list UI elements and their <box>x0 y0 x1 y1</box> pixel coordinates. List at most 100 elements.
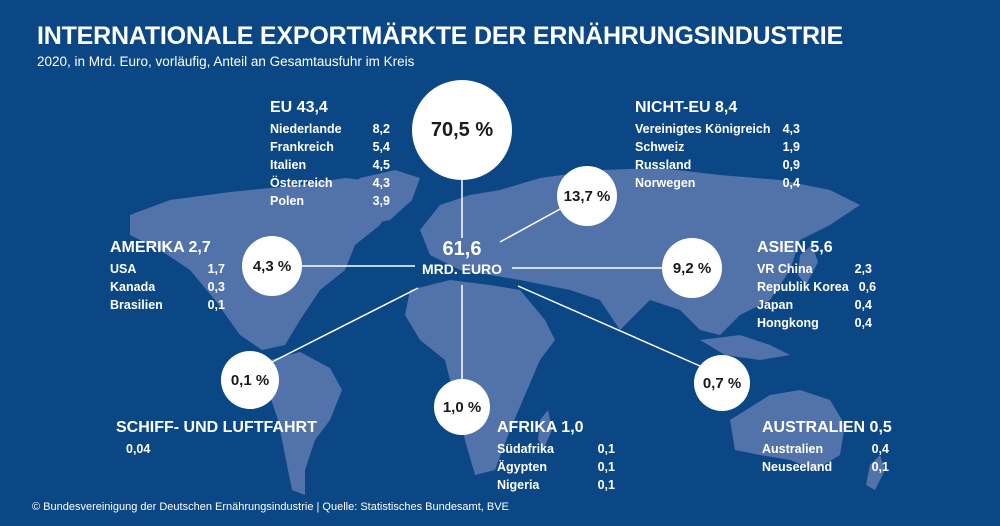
country-value: 8,2 <box>372 122 390 136</box>
list-item: Russland 0,9 <box>635 156 800 174</box>
new-zealand <box>866 455 885 490</box>
page-title: INTERNATIONALE EXPORTMÄRKTE DER ERNÄHRUN… <box>37 22 844 50</box>
block-header: SCHIFF- UND LUFTFAHRT <box>116 419 317 436</box>
list-item: Norwegen 0,4 <box>635 174 800 192</box>
list-item: Niederlande 8,2 <box>270 120 390 138</box>
list-item: Frankreich 5,4 <box>270 138 390 156</box>
list-item: Polen 3,9 <box>270 192 390 210</box>
page-subtitle: 2020, in Mrd. Euro, vorläufig, Anteil an… <box>37 54 415 69</box>
total-value: 61,6 <box>442 238 482 260</box>
block-asien: ASIEN 5,6 VR China 2,3 Republik Korea 0,6 … <box>757 239 876 332</box>
country-name: Republik Korea <box>757 280 849 294</box>
country-value: 0,9 <box>782 158 800 172</box>
block-eu: EU 43,4 Niederlande 8,2 Frankreich 5,4 Ita… <box>270 99 390 210</box>
country-name: Österreich <box>270 176 333 190</box>
country-name: Russland <box>635 158 692 172</box>
footer-source: © Bundesvereinigung der Deutschen Ernähr… <box>32 501 509 513</box>
country-name: VR China <box>757 262 813 276</box>
country-name: Nigeria <box>497 478 540 492</box>
share-circle-eu: 70,5 % <box>412 80 512 180</box>
country-value: 1,9 <box>782 140 800 154</box>
block-header: ASIEN 5,6 <box>757 239 833 256</box>
country-value: 0,3 <box>207 280 225 294</box>
block-australien: AUSTRALIEN 0,5 Australien 0,4 Neuseeland 0… <box>762 419 892 476</box>
madagascar <box>538 410 552 448</box>
southeast-asia <box>700 335 790 360</box>
list-item: Südafrika 0,1 <box>497 440 615 458</box>
list-item: Hongkong 0,4 <box>757 314 872 332</box>
region-value: 0,04 <box>126 442 151 456</box>
japan <box>798 245 818 285</box>
list-item: 0,04 <box>116 440 317 458</box>
connector-schiff <box>271 287 419 363</box>
country-value: 0,4 <box>871 442 889 456</box>
country-name: Südafrika <box>497 442 554 456</box>
block-header: AUSTRALIEN 0,5 <box>762 419 892 436</box>
total-unit: MRD. EURO <box>421 261 503 277</box>
country-name: Japan <box>757 298 794 312</box>
country-name: Brasilien <box>110 298 163 312</box>
list-item: Schweiz 1,9 <box>635 138 800 156</box>
list-item: VR China 2,3 <box>757 260 872 278</box>
greenland <box>340 170 420 225</box>
share-circle-afrika: 1,0 % <box>434 379 490 435</box>
block-amerika: AMERIKA 2,7 USA 1,7 Kanada 0,3 Brasilien 0,… <box>110 239 225 314</box>
eurasia <box>420 168 860 335</box>
country-name: Ägypten <box>497 460 547 474</box>
country-value: 0,1 <box>871 460 889 474</box>
total-center: 61,6 MRD. EURO <box>402 238 522 277</box>
country-value: 4,5 <box>372 158 390 172</box>
south-america <box>268 352 342 495</box>
block-header: EU 43,4 <box>270 99 328 116</box>
country-value: 1,7 <box>207 262 225 276</box>
country-name: Schweiz <box>635 140 685 154</box>
share-circle-schiff: 0,1 % <box>221 351 279 409</box>
country-name: Polen <box>270 194 305 208</box>
block-nicht-eu: NICHT-EU 8,4 Vereinigtes Königreich 4,3 S… <box>635 99 800 192</box>
country-name: Norwegen <box>635 176 696 190</box>
country-value: 0,1 <box>597 460 615 474</box>
country-value: 0,6 <box>858 280 877 294</box>
connector-australien <box>517 285 701 367</box>
block-header: AFRIKA 1,0 <box>497 419 584 436</box>
list-item: USA 1,7 <box>110 260 225 278</box>
country-value: 4,3 <box>782 122 800 136</box>
list-item: Japan 0,4 <box>757 296 872 314</box>
block-schiff: SCHIFF- UND LUFTFAHRT 0,04 <box>116 419 317 458</box>
block-afrika: AFRIKA 1,0 Südafrika 0,1 Ägypten 0,1 Niger… <box>497 419 615 494</box>
share-circle-asien: 9,2 % <box>662 238 722 298</box>
list-item: Kanada 0,3 <box>110 278 225 296</box>
connector-nicht-eu <box>499 207 563 243</box>
country-name: Hongkong <box>757 316 819 330</box>
country-value: 0,1 <box>207 298 225 312</box>
share-circle-australien: 0,7 % <box>694 355 750 411</box>
country-name: Australien <box>762 442 824 456</box>
share-circle-nicht-eu: 13,7 % <box>557 166 617 226</box>
country-value: 5,4 <box>372 140 390 154</box>
block-header: AMERIKA 2,7 <box>110 239 211 256</box>
country-name: Neuseeland <box>762 460 833 474</box>
block-header: NICHT-EU 8,4 <box>635 99 738 116</box>
list-item: Republik Korea 0,6 <box>757 278 876 296</box>
country-value: 3,9 <box>372 194 390 208</box>
share-circle-amerika: 4,3 % <box>242 236 302 296</box>
country-name: USA <box>110 262 137 276</box>
country-name: Frankreich <box>270 140 334 154</box>
country-name: Niederlande <box>270 122 342 136</box>
list-item: Neuseeland 0,1 <box>762 458 889 476</box>
list-item: Nigeria 0,1 <box>497 476 615 494</box>
country-value: 0,4 <box>782 176 800 190</box>
list-item: Italien 4,5 <box>270 156 390 174</box>
list-item: Ägypten 0,1 <box>497 458 615 476</box>
country-value: 0,4 <box>854 316 872 330</box>
list-item: Vereinigtes Königreich 4,3 <box>635 120 800 138</box>
country-value: 0,1 <box>597 478 615 492</box>
country-value: 4,3 <box>372 176 390 190</box>
country-name: Vereinigtes Königreich <box>635 122 771 136</box>
country-value: 0,4 <box>854 298 872 312</box>
list-item: Österreich 4,3 <box>270 174 390 192</box>
country-value: 2,3 <box>854 262 872 276</box>
australia <box>730 390 845 470</box>
country-value: 0,1 <box>597 442 615 456</box>
